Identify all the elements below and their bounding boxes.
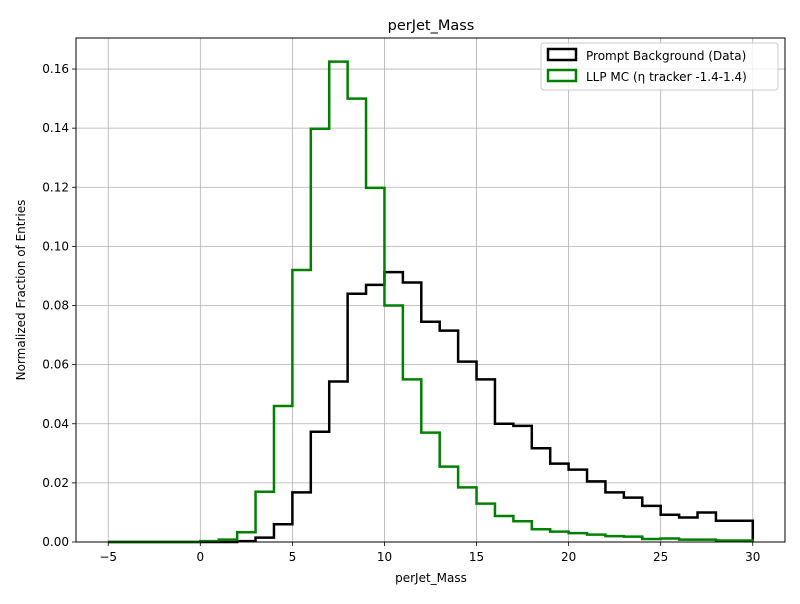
legend-swatch-llp: [546, 68, 578, 83]
x-tick-label: 0: [196, 550, 204, 564]
y-tick-label: 0.06: [42, 358, 69, 372]
x-tick-label: 5: [289, 550, 297, 564]
y-tick-label: 0.12: [42, 180, 69, 194]
x-tick-label: 15: [469, 550, 484, 564]
plot-frame: [75, 37, 786, 543]
legend-label-prompt: Prompt Background (Data): [586, 49, 746, 63]
y-tick-label: 0.14: [42, 121, 69, 135]
y-tick-label: 0.08: [42, 299, 69, 313]
series-prompt-background: [108, 270, 755, 544]
x-tick-label: 20: [561, 550, 576, 564]
x-tick-label: 30: [745, 550, 760, 564]
y-tick-label: 0.04: [42, 417, 69, 431]
y-tick-label: 0.02: [42, 476, 69, 490]
x-tick-label: −5: [99, 550, 117, 564]
series-layer: [108, 60, 755, 544]
y-tick-label: 0.00: [42, 535, 69, 549]
axis-ticks: −5 0 5 10 15 20 25 30 0.00 0.02 0.04 0.06 0.08 0.10 0.…: [42, 62, 760, 564]
x-tick-label: 25: [653, 550, 668, 564]
legend-swatch-prompt: [546, 47, 578, 62]
legend: Prompt Background (Data) LLP MC (η track…: [540, 42, 779, 91]
y-tick-label: 0.10: [42, 239, 69, 253]
y-tick-label: 0.16: [42, 62, 69, 76]
y-axis-label: Normalized Fraction of Entries: [14, 200, 28, 381]
legend-box: [540, 42, 779, 91]
chart-title: perJet_Mass: [388, 18, 475, 34]
legend-label-llp: LLP MC (η tracker -1.4-1.4): [586, 70, 747, 84]
grid: [76, 38, 785, 543]
x-axis-label: perJet_Mass: [395, 571, 467, 585]
x-tick-label: 10: [377, 550, 392, 564]
series-llp-mc: [108, 60, 755, 544]
